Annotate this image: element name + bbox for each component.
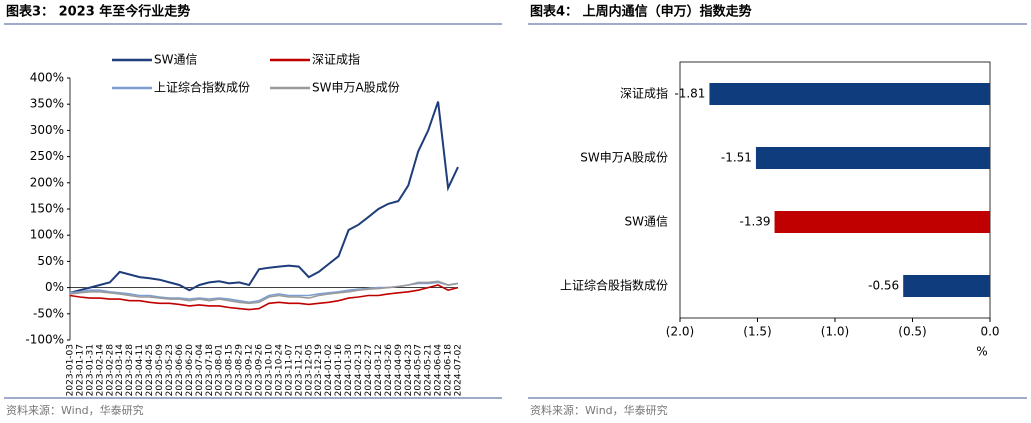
x-tick-label: 2023-11-07 <box>284 344 294 396</box>
bar <box>755 147 990 169</box>
x-tick-label: 2024-06-04 <box>434 344 444 397</box>
x-tick-label: 2023-12-05 <box>304 344 314 396</box>
x-tick-label: 2023-03-14 <box>115 344 125 397</box>
y-tick-label: -50% <box>33 306 64 320</box>
y-tick-label: 250% <box>30 149 64 163</box>
y-tick-label: 300% <box>30 123 64 137</box>
x-tick-label: 2023-05-09 <box>155 344 165 397</box>
x-tick-label: 2023-08-29 <box>235 344 245 397</box>
x-tick-label: 2023-06-20 <box>185 344 195 397</box>
y-tick-label: 100% <box>30 228 64 242</box>
x-tick-label: 2023-03-28 <box>125 344 135 397</box>
x-tick-label: 2024-02-13 <box>354 344 364 396</box>
x-tick-label: 2023-02-28 <box>105 344 115 397</box>
legend-label: SW通信 <box>154 53 197 67</box>
y-tick-label: 0% <box>45 280 64 294</box>
x-tick-label: 2023-02-14 <box>95 344 105 397</box>
x-tick-label: 2024-01-30 <box>344 344 354 397</box>
x-tick-label: 2023-01-31 <box>85 344 95 396</box>
x-tick-label: 0.0 <box>980 325 999 339</box>
x-tick-label: 2023-06-06 <box>175 344 185 397</box>
x-tick-label: 2023-08-15 <box>225 344 235 396</box>
x-tick-label: 2024-06-18 <box>444 344 454 397</box>
y-tick-label: -100% <box>25 333 64 347</box>
value-label: -1.39 <box>739 215 770 229</box>
bar <box>774 211 990 233</box>
x-tick-label: 2023-11-21 <box>294 344 304 396</box>
x-tick-label: 2024-04-09 <box>394 344 404 397</box>
x-tick-label: 2024-05-21 <box>424 344 434 396</box>
x-tick-label: 2023-04-25 <box>145 344 155 396</box>
bar <box>709 83 990 105</box>
x-tick-label: 2023-07-04 <box>195 344 205 397</box>
x-tick-label: 2024-05-07 <box>414 344 424 396</box>
value-label: -0.56 <box>868 279 899 293</box>
y-tick-label: 上证综合股指数成份 <box>560 278 668 293</box>
x-tick-label: 2023-07-18 <box>205 344 215 397</box>
x-tick-label: 2023-01-17 <box>75 344 85 396</box>
x-tick-label: (1.5) <box>743 325 771 339</box>
x-tick-label: 2024-01-02 <box>324 344 334 396</box>
x-axis-label: % <box>976 345 987 359</box>
x-tick-label: 2024-02-27 <box>364 344 374 396</box>
value-label: -1.51 <box>721 151 752 165</box>
bar <box>903 275 990 297</box>
x-tick-label: 2023-05-23 <box>165 344 175 396</box>
x-tick-label: (2.0) <box>666 325 694 339</box>
x-tick-label: 2024-07-02 <box>454 344 464 396</box>
x-tick-label: 2023-09-12 <box>245 344 255 396</box>
line-series <box>69 101 459 294</box>
x-tick-label: 2024-03-12 <box>374 344 384 396</box>
y-tick-label: SW通信 <box>625 215 668 229</box>
x-tick-label: 2023-09-26 <box>255 344 265 397</box>
source: 资料来源：Wind，华泰研究 <box>6 403 144 417</box>
x-tick-label: 2023-10-10 <box>264 344 274 397</box>
y-tick-label: 200% <box>30 175 64 189</box>
y-tick-label: SW申万A股成份 <box>580 151 668 165</box>
x-tick-label: 2023-10-24 <box>274 344 284 397</box>
x-tick-label: 2023-08-01 <box>215 344 225 396</box>
y-tick-label: 深证成指 <box>620 86 668 101</box>
x-tick-label: 2024-03-26 <box>384 344 394 397</box>
legend-label: 上证综合指数成份 <box>154 80 250 95</box>
x-tick-label: 2023-01-03 <box>66 344 76 396</box>
x-tick-label: 2023-12-19 <box>314 344 324 397</box>
value-label: -1.81 <box>674 87 705 101</box>
chart-title: 图表3： 2023 年至今行业走势 <box>6 4 190 20</box>
source: 资料来源：Wind，华泰研究 <box>530 403 668 417</box>
x-tick-label: 2023-04-11 <box>135 344 145 396</box>
x-tick-label: 2024-01-16 <box>334 344 344 397</box>
line-series <box>69 284 459 311</box>
x-tick-label: (0.5) <box>898 325 926 339</box>
line-series <box>69 280 459 305</box>
x-tick-label: (1.0) <box>821 325 849 339</box>
y-tick-label: 350% <box>30 97 64 111</box>
legend-label: SW申万A股成份 <box>312 81 400 95</box>
chart-title: 图表4： 上周内通信（申万）指数走势 <box>530 4 752 20</box>
legend-label: 深证成指 <box>312 52 360 67</box>
y-tick-label: 400% <box>30 71 64 85</box>
y-tick-label: 50% <box>37 254 64 268</box>
y-tick-label: 150% <box>30 202 64 216</box>
x-tick-label: 2024-04-23 <box>404 344 414 396</box>
